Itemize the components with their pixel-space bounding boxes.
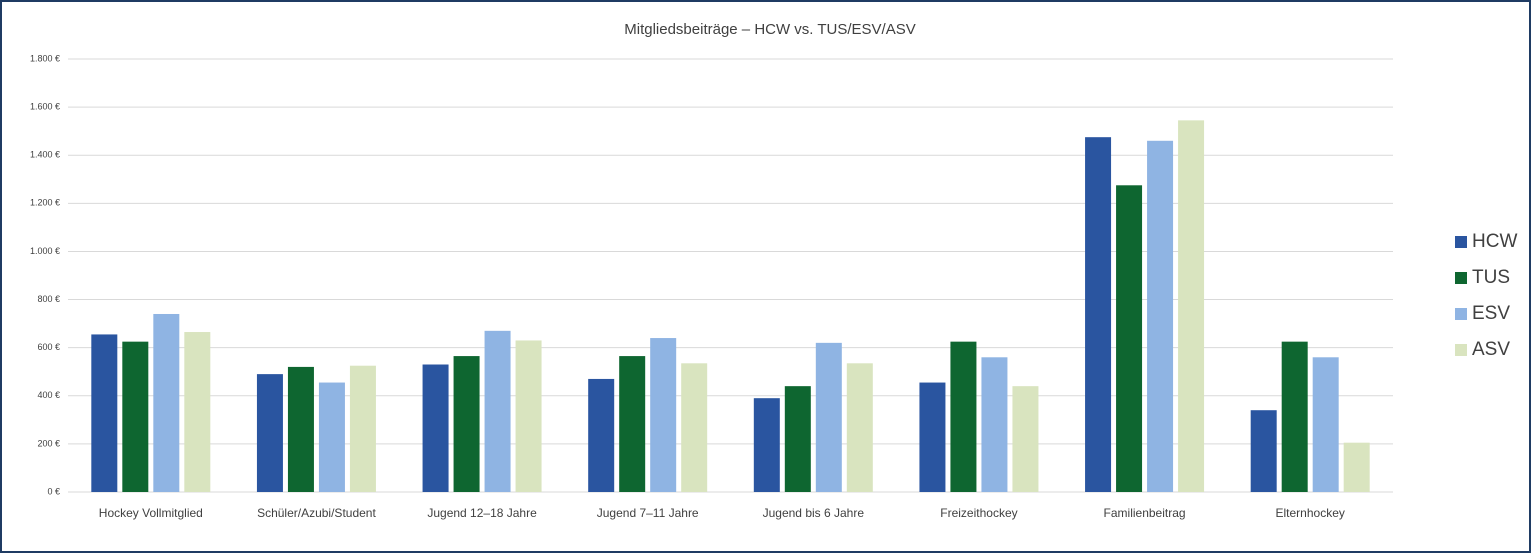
x-tick-label: Hockey Vollmitglied [99, 506, 203, 520]
bar [122, 341, 149, 492]
bar [753, 398, 780, 492]
y-tick-label: 1.400 € [30, 150, 60, 160]
bar [846, 363, 873, 492]
bar [650, 338, 677, 492]
bar [1012, 386, 1039, 492]
y-tick-label: 800 € [37, 294, 60, 304]
bar [515, 340, 542, 492]
bar [1085, 137, 1112, 493]
bar [1312, 357, 1339, 492]
legend-swatch [1455, 308, 1467, 320]
y-tick-label: 1.600 € [30, 101, 60, 111]
legend-swatch [1455, 344, 1467, 356]
x-tick-label: Freizeithockey [940, 506, 1017, 520]
bar [153, 313, 180, 492]
bar [91, 334, 118, 492]
bar [256, 374, 283, 492]
bar [1343, 442, 1370, 492]
y-tick-label: 1.000 € [30, 246, 60, 256]
bar [815, 342, 842, 492]
bar [950, 341, 977, 492]
bar [184, 332, 211, 492]
x-tick-label: Familienbeitrag [1104, 506, 1186, 520]
x-tick-label: Jugend bis 6 Jahre [763, 506, 865, 520]
bar [1147, 140, 1174, 493]
y-tick-label: 600 € [37, 342, 60, 352]
legend-label: HCW [1472, 231, 1517, 252]
chart-title: Mitgliedsbeiträge – HCW vs. TUS/ESV/ASV [624, 21, 916, 38]
bar [981, 357, 1008, 492]
legend-label: ESV [1472, 303, 1510, 324]
y-tick-label: 200 € [37, 438, 60, 448]
bar [318, 382, 345, 492]
x-tick-label: Jugend 7–11 Jahre [597, 506, 699, 520]
legend-swatch [1455, 236, 1467, 248]
bar [588, 378, 615, 492]
y-tick-label: 0 € [47, 486, 60, 496]
bar [619, 356, 646, 492]
legend-label: ASV [1472, 339, 1510, 360]
bar [919, 382, 946, 492]
y-tick-label: 1.800 € [30, 53, 60, 63]
bar [287, 366, 314, 492]
legend-label: TUS [1472, 267, 1510, 288]
x-tick-label: Schüler/Azubi/Student [257, 506, 376, 520]
legend-swatch [1455, 272, 1467, 284]
bar [1281, 341, 1308, 492]
y-tick-label: 1.200 € [30, 198, 60, 208]
x-tick-label: Jugend 12–18 Jahre [427, 506, 537, 520]
bar [1250, 410, 1277, 492]
bar [1116, 185, 1143, 492]
bar [349, 365, 376, 492]
bar [453, 356, 480, 492]
y-tick-label: 400 € [37, 390, 60, 400]
bar [784, 386, 811, 492]
bar [1178, 120, 1205, 492]
bar [422, 364, 449, 492]
x-tick-label: Elternhockey [1276, 506, 1345, 520]
bar [681, 363, 708, 492]
bar [484, 330, 511, 492]
